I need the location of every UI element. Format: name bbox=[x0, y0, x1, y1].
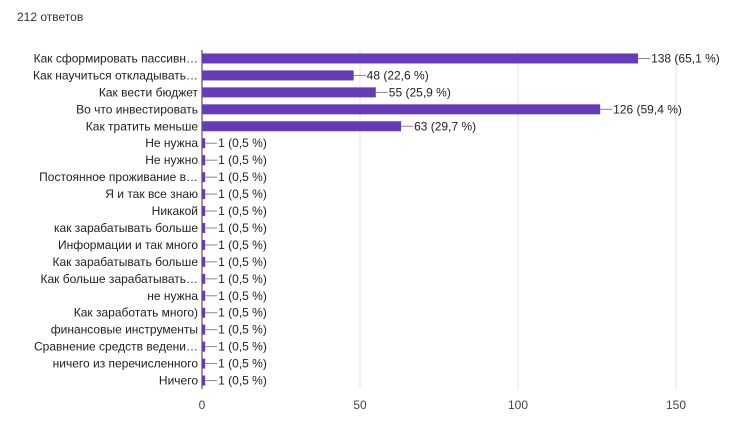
category-label: финансовые инструменты bbox=[51, 323, 198, 337]
bar bbox=[202, 53, 639, 64]
category-label: как зарабатывать больше bbox=[54, 221, 198, 235]
bar bbox=[202, 206, 206, 217]
value-label: 126 (59,4 %) bbox=[613, 102, 682, 116]
value-label: 1 (0,5 %) bbox=[218, 306, 267, 320]
value-label: 1 (0,5 %) bbox=[218, 153, 267, 167]
value-label: 1 (0,5 %) bbox=[218, 323, 267, 337]
bar bbox=[202, 324, 206, 335]
category-label: Как зарабатывать больше bbox=[53, 255, 199, 269]
category-label: Как сформировать пассивн… bbox=[34, 51, 198, 65]
category-label: Как заработать много) bbox=[74, 306, 198, 320]
bar bbox=[202, 273, 206, 284]
bar bbox=[202, 189, 206, 200]
bar bbox=[202, 172, 206, 183]
category-labels: Как сформировать пассивн… Как научиться о… bbox=[33, 51, 198, 387]
value-label: 1 (0,5 %) bbox=[218, 289, 267, 303]
x-axis-ticks: 0 50 100 150 bbox=[199, 398, 687, 412]
grid-lines bbox=[201, 50, 677, 389]
category-label: не нужна bbox=[147, 289, 198, 303]
value-label: 1 (0,5 %) bbox=[218, 221, 267, 235]
value-label: 1 (0,5 %) bbox=[218, 272, 267, 286]
x-tick-label: 100 bbox=[508, 398, 528, 412]
value-label: 1 (0,5 %) bbox=[218, 340, 267, 354]
category-label: Постоянное проживание в… bbox=[39, 170, 198, 184]
bar bbox=[202, 375, 206, 386]
category-label: Как вести бюджет bbox=[99, 85, 199, 99]
value-label: 63 (29,7 %) bbox=[414, 119, 476, 133]
response-count: 212 ответов bbox=[17, 10, 84, 24]
value-label: 55 (25,9 %) bbox=[389, 85, 451, 99]
x-tick-label: 150 bbox=[666, 398, 686, 412]
value-label: 1 (0,5 %) bbox=[218, 357, 267, 371]
value-label: 1 (0,5 %) bbox=[218, 204, 267, 218]
value-label: 138 (65,1 %) bbox=[651, 51, 720, 65]
bar bbox=[202, 155, 206, 166]
category-label: Информации и так много bbox=[58, 238, 198, 252]
value-label: 1 (0,5 %) bbox=[218, 170, 267, 184]
bar bbox=[202, 256, 206, 267]
category-label: Как тратить меньше bbox=[86, 119, 199, 133]
value-label: 1 (0,5 %) bbox=[218, 255, 267, 269]
value-labels: 138 (65,1 %) 48 (22,6 %) 55 (25,9 %) 126 (5… bbox=[205, 51, 720, 388]
value-label: 48 (22,6 %) bbox=[367, 68, 429, 82]
category-label: Как научиться откладывать… bbox=[33, 68, 198, 82]
category-label: Никакой bbox=[152, 204, 198, 218]
bar bbox=[202, 104, 601, 115]
category-label: ничего из перечисленного bbox=[53, 357, 199, 371]
category-label: Сравнение средств ведени… bbox=[34, 340, 198, 354]
bar bbox=[202, 358, 206, 369]
bar bbox=[202, 307, 206, 318]
value-label: 1 (0,5 %) bbox=[218, 238, 267, 252]
category-label: Не нужно bbox=[145, 153, 198, 167]
bars bbox=[202, 53, 639, 386]
x-tick-label: 0 bbox=[199, 398, 206, 412]
bar bbox=[202, 121, 402, 132]
bar bbox=[202, 341, 206, 352]
category-label: Я и так все знаю bbox=[105, 187, 198, 201]
value-label: 1 (0,5 %) bbox=[218, 374, 267, 388]
bar bbox=[202, 138, 206, 149]
bar bbox=[202, 239, 206, 250]
bar bbox=[202, 290, 206, 301]
bar bbox=[202, 70, 354, 81]
value-label: 1 (0,5 %) bbox=[218, 187, 267, 201]
bar bbox=[202, 87, 376, 98]
category-label: Как больше зарабатывать… bbox=[41, 272, 198, 286]
x-tick-label: 50 bbox=[353, 398, 367, 412]
category-label: Не нужна bbox=[145, 136, 198, 150]
value-label: 1 (0,5 %) bbox=[218, 136, 267, 150]
category-label: Ничего bbox=[159, 374, 198, 388]
bar bbox=[202, 222, 206, 233]
category-label: Во что инвестировать bbox=[76, 102, 198, 116]
